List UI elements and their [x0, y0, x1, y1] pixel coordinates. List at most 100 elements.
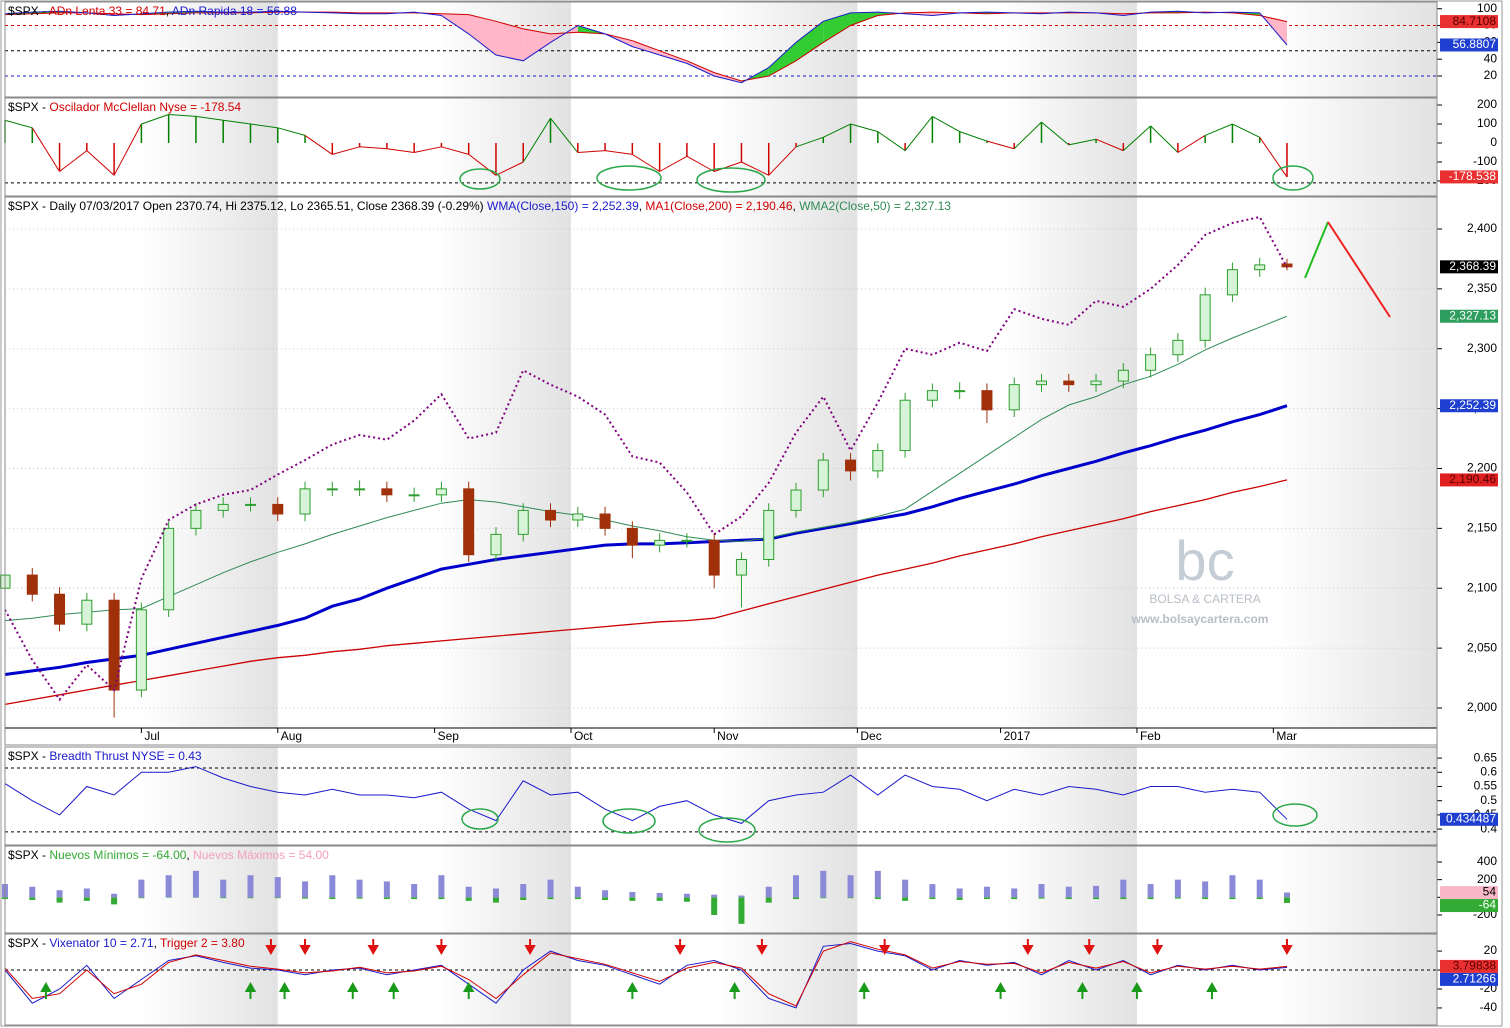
stem-outline — [86, 150, 115, 176]
signal-down — [1022, 939, 1034, 956]
fill-between — [823, 12, 851, 43]
stem-outline — [1095, 138, 1124, 152]
title-part: , — [166, 4, 172, 18]
title-part: Vixenator 10 = 2.71 — [49, 936, 154, 950]
bar — [302, 897, 309, 899]
month-band — [434, 197, 571, 728]
value-badge-label: 2.71266 — [1453, 972, 1497, 986]
bar — [111, 897, 118, 905]
signal-up — [347, 981, 359, 999]
stem-outline — [332, 146, 360, 155]
signal-up — [626, 981, 639, 999]
candle-body — [1117, 369, 1129, 382]
bar — [465, 897, 472, 901]
watermark-name: BOLSA & CARTERA — [1149, 592, 1260, 606]
month-band — [1273, 197, 1437, 728]
bar — [847, 875, 854, 898]
month-band — [714, 2, 858, 97]
fill-between — [468, 14, 496, 55]
candle-body — [926, 390, 938, 401]
value-badge — [1440, 15, 1498, 29]
stem-outline — [959, 131, 988, 142]
x-tick-label: Feb — [1140, 729, 1161, 743]
bar — [602, 897, 609, 900]
signal-down — [265, 939, 277, 956]
y-tick-label: 40 — [1484, 51, 1498, 65]
candle-body — [135, 609, 147, 691]
bar — [1065, 897, 1072, 900]
title-part: WMA2(Close,50) = 2,327.13 — [799, 199, 951, 213]
bar — [820, 897, 827, 899]
stem-outline — [386, 148, 415, 154]
y-tick-label: 0.5 — [1480, 793, 1497, 807]
stem-outline — [414, 146, 442, 153]
value-badge — [1440, 473, 1498, 487]
annotation-ellipse — [596, 165, 662, 191]
panel-title: $SPX - ADn Lenta 33 = 84.71, ADn Rapida … — [8, 4, 297, 18]
stem-outline — [223, 119, 251, 125]
month-band — [1273, 934, 1437, 1025]
y-tick-label: 0.55 — [1474, 779, 1498, 793]
candle-body — [1172, 339, 1184, 356]
candle-body — [1254, 264, 1266, 271]
x-tick-label: Jul — [144, 729, 159, 743]
candle-body — [545, 509, 557, 521]
title-part: $SPX - — [8, 100, 49, 114]
value-badge — [1440, 959, 1498, 973]
bar — [1229, 875, 1236, 898]
bar — [711, 897, 718, 915]
title-part: WMA(Close,150) = 2,252.39 — [487, 199, 639, 213]
candle-body — [790, 489, 802, 511]
month-band — [141, 846, 278, 933]
stem-outline — [632, 153, 660, 172]
bar — [329, 875, 336, 898]
candle-body — [899, 399, 911, 452]
bar — [711, 894, 718, 898]
month-band — [141, 2, 278, 97]
stem-outline — [605, 150, 633, 155]
fill-between — [523, 28, 551, 61]
watermark-logo: bc — [1175, 529, 1234, 592]
month-band — [1000, 197, 1137, 728]
fill-between — [632, 40, 660, 55]
value-badge — [1440, 309, 1498, 323]
annotation-ellipse — [696, 167, 766, 193]
bar — [874, 870, 881, 898]
signal-down — [1151, 939, 1164, 956]
value-badge-label: 56.8807 — [1453, 37, 1497, 51]
x-tick-label: Oct — [574, 729, 593, 743]
candle-body — [572, 513, 584, 521]
bar — [492, 888, 499, 898]
stem-outline — [986, 140, 1015, 150]
bar — [438, 897, 445, 900]
candle-body — [190, 509, 202, 529]
y-tick-label: 2,150 — [1467, 521, 1497, 535]
signal-down — [524, 939, 536, 956]
bar — [793, 875, 800, 898]
bar — [1256, 897, 1263, 900]
bar — [1038, 884, 1045, 898]
stem-outline — [4, 119, 33, 129]
series-line — [4, 315, 1288, 622]
bar — [738, 897, 745, 924]
bar — [1283, 897, 1290, 903]
y-tick-label: 2,100 — [1467, 580, 1497, 594]
month-band — [141, 747, 278, 845]
y-tick-label: 20 — [1484, 943, 1498, 957]
bar — [547, 879, 554, 898]
stem-outline — [495, 161, 524, 176]
stem-outline — [113, 123, 142, 176]
bar — [929, 884, 936, 898]
y-tick-label: -100 — [1473, 154, 1497, 168]
candle-body — [599, 513, 611, 529]
stem-outline — [168, 114, 196, 117]
bar — [902, 879, 909, 898]
candle-body — [681, 539, 693, 542]
series-line — [4, 942, 1288, 1009]
signal-up — [1076, 981, 1089, 999]
stem-outline — [714, 161, 742, 172]
bar — [165, 875, 172, 898]
stem-outline — [195, 115, 224, 121]
month-band — [1000, 2, 1137, 97]
